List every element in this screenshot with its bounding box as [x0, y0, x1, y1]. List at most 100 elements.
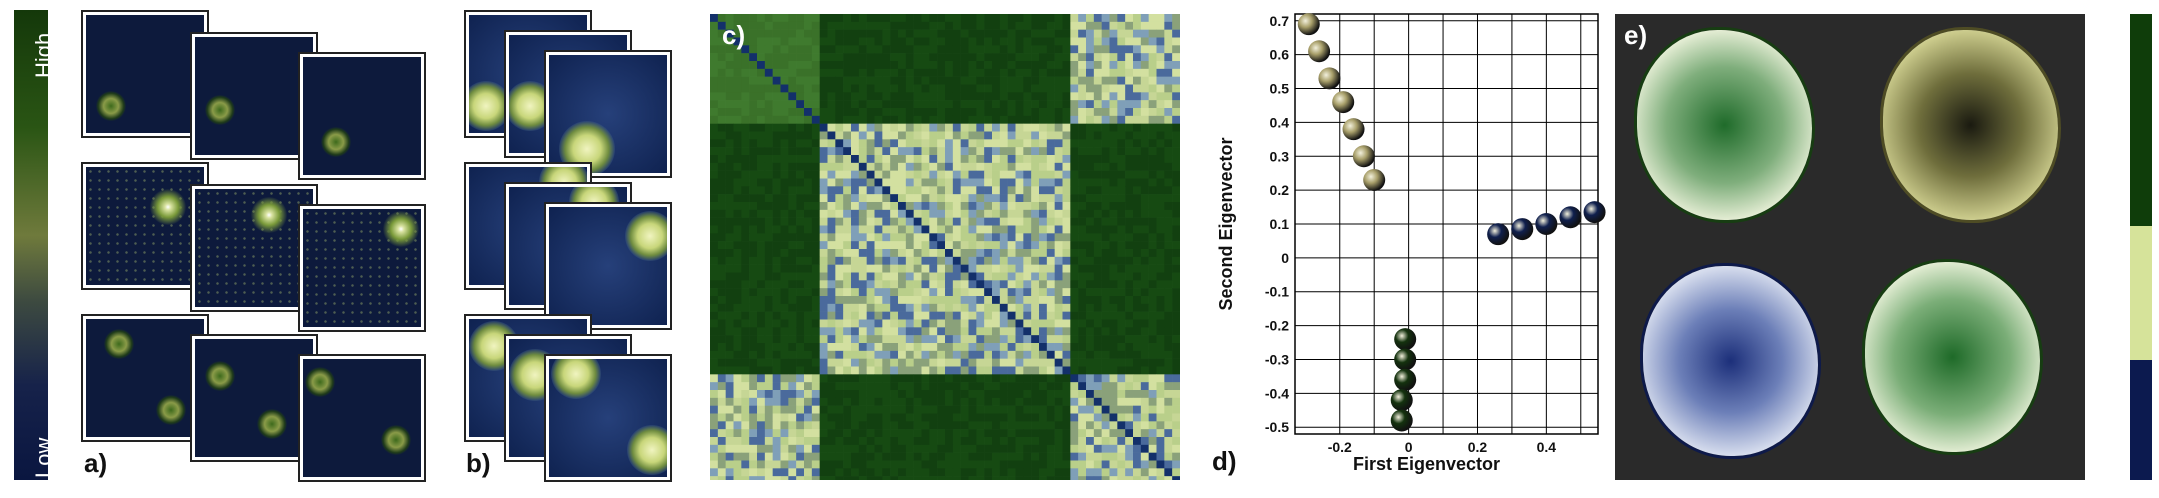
matrix-cell	[992, 186, 1001, 195]
matrix-cell	[1015, 100, 1024, 109]
matrix-cell	[796, 452, 805, 461]
matrix-cell	[1023, 123, 1032, 132]
matrix-cell	[992, 335, 1001, 344]
matrix-cell	[858, 53, 867, 62]
matrix-cell	[710, 14, 719, 23]
matrix-cell	[1125, 397, 1134, 406]
matrix-cell	[937, 147, 946, 156]
matrix-cell	[1046, 209, 1055, 218]
matrix-cell	[1086, 233, 1095, 242]
matrix-cell	[733, 115, 742, 124]
matrix-cell	[992, 76, 1001, 85]
matrix-cell	[772, 170, 781, 179]
matrix-cell	[1007, 280, 1016, 289]
matrix-cell	[937, 233, 946, 242]
matrix-cell	[796, 397, 805, 406]
matrix-cell	[1140, 108, 1149, 117]
matrix-cell	[913, 437, 922, 446]
matrix-cell	[913, 429, 922, 438]
matrix-cell	[1078, 131, 1087, 140]
panel-a-tile	[298, 354, 426, 482]
matrix-cell	[1007, 444, 1016, 453]
matrix-cell	[1156, 139, 1165, 148]
matrix-cell	[1125, 147, 1134, 156]
matrix-cell	[819, 303, 828, 312]
matrix-cell	[921, 225, 930, 234]
matrix-cell	[741, 84, 750, 93]
matrix-cell	[1164, 217, 1173, 226]
matrix-cell	[827, 209, 836, 218]
matrix-cell	[1109, 241, 1118, 250]
matrix-cell	[1078, 358, 1087, 367]
matrix-cell	[1172, 343, 1180, 352]
matrix-cell	[1164, 108, 1173, 117]
matrix-cell	[1117, 225, 1126, 234]
matrix-cell	[811, 233, 820, 242]
matrix-cell	[1070, 311, 1079, 320]
matrix-cell	[796, 241, 805, 250]
matrix-cell	[913, 413, 922, 422]
matrix-cell	[741, 68, 750, 77]
matrix-cell	[1039, 139, 1048, 148]
matrix-cell	[1070, 296, 1079, 305]
matrix-cell	[1148, 264, 1157, 273]
matrix-cell	[851, 37, 860, 46]
matrix-cell	[1054, 397, 1063, 406]
matrix-cell	[866, 21, 875, 30]
matrix-cell	[725, 202, 734, 211]
matrix-cell	[1109, 61, 1118, 70]
matrix-cell	[1078, 343, 1087, 352]
matrix-cell	[804, 272, 813, 281]
matrix-cell	[921, 217, 930, 226]
matrix-cell	[890, 390, 899, 399]
matrix-cell	[866, 358, 875, 367]
matrix-cell	[741, 45, 750, 54]
matrix-cell	[1070, 68, 1079, 77]
matrix-cell	[1070, 53, 1079, 62]
matrix-cell	[992, 288, 1001, 297]
matrix-cell	[866, 53, 875, 62]
matrix-cell	[890, 131, 899, 140]
matrix-cell	[741, 123, 750, 132]
matrix-cell	[874, 178, 883, 187]
matrix-cell	[733, 92, 742, 101]
matrix-cell	[929, 202, 938, 211]
matrix-cell	[1148, 249, 1157, 258]
scatter-point	[1352, 145, 1375, 168]
matrix-cell	[905, 100, 914, 109]
matrix-cell	[1046, 468, 1055, 477]
matrix-cell	[929, 437, 938, 446]
matrix-cell	[1117, 272, 1126, 281]
matrix-cell	[952, 21, 961, 30]
matrix-cell	[1007, 390, 1016, 399]
matrix-cell	[1070, 139, 1079, 148]
matrix-cell	[1156, 358, 1165, 367]
matrix-cell	[788, 272, 797, 281]
matrix-cell	[1156, 92, 1165, 101]
matrix-cell	[843, 382, 852, 391]
matrix-cell	[913, 217, 922, 226]
matrix-cell	[976, 460, 985, 469]
matrix-cell	[1101, 335, 1110, 344]
matrix-cell	[905, 202, 914, 211]
matrix-cell	[1148, 374, 1157, 383]
matrix-cell	[710, 233, 719, 242]
matrix-cell	[976, 374, 985, 383]
matrix-cell	[898, 405, 907, 414]
matrix-cell	[819, 288, 828, 297]
matrix-cell	[874, 170, 883, 179]
matrix-cell	[984, 108, 993, 117]
y-tick-label: 0.3	[1270, 148, 1290, 164]
matrix-cell	[905, 358, 914, 367]
matrix-cell	[858, 444, 867, 453]
matrix-cell	[725, 108, 734, 117]
matrix-cell	[984, 61, 993, 70]
matrix-cell	[827, 303, 836, 312]
matrix-cell	[772, 162, 781, 171]
matrix-cell	[811, 303, 820, 312]
matrix-cell	[1164, 131, 1173, 140]
matrix-cell	[1109, 327, 1118, 336]
matrix-cell	[874, 382, 883, 391]
matrix-cell	[804, 358, 813, 367]
scale-high-label: High	[31, 32, 56, 78]
